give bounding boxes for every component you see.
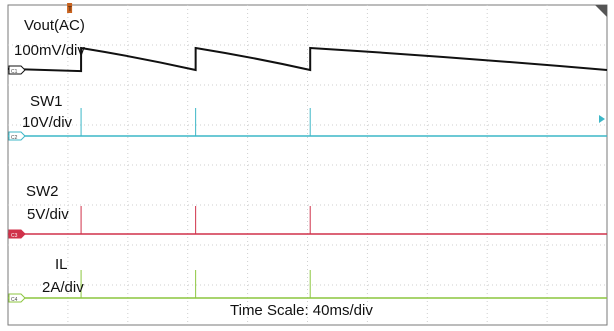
ch3-scale-label: 5V/div — [27, 206, 69, 223]
ch4-scale-label: 2A/div — [42, 279, 84, 296]
channel-badge: C2 — [8, 131, 26, 141]
x-axis-label: Time Scale: 40ms/div — [230, 302, 373, 319]
ch3-name-label: SW2 — [26, 183, 59, 200]
channel-badge-shape — [8, 229, 26, 239]
channel-badge-text: C2 — [11, 135, 18, 141]
ch1-name-label: Vout(AC) — [24, 17, 85, 34]
ch2-scale-label: 10V/div — [22, 114, 73, 131]
trigger-marker-icon — [67, 3, 73, 13]
corner-indicator-icon — [595, 5, 607, 17]
channel-arrow-icon — [599, 115, 605, 123]
channel-badge-text: C4 — [11, 297, 18, 303]
channel-badge-text: C1 — [11, 69, 18, 75]
channel-badge-text: C3 — [11, 233, 18, 239]
channel-badge: C3 — [8, 229, 26, 239]
trigger-marker-text: T — [68, 7, 72, 13]
channel-badge-shape — [8, 65, 26, 75]
ch4-name-label: IL — [55, 256, 68, 273]
ch1-scale-label: 100mV/div — [14, 42, 85, 59]
channel-badge-shape — [8, 131, 26, 141]
grid — [8, 5, 607, 325]
markers: C1 C2 C3 C4 T — [8, 3, 607, 303]
ch2-name-label: SW1 — [30, 93, 63, 110]
channel-badge-shape — [8, 293, 26, 303]
traces — [7, 46, 608, 299]
channel-badge: C4 — [8, 293, 26, 303]
trace-vout — [7, 46, 608, 73]
channel-badge: C1 — [8, 65, 26, 75]
